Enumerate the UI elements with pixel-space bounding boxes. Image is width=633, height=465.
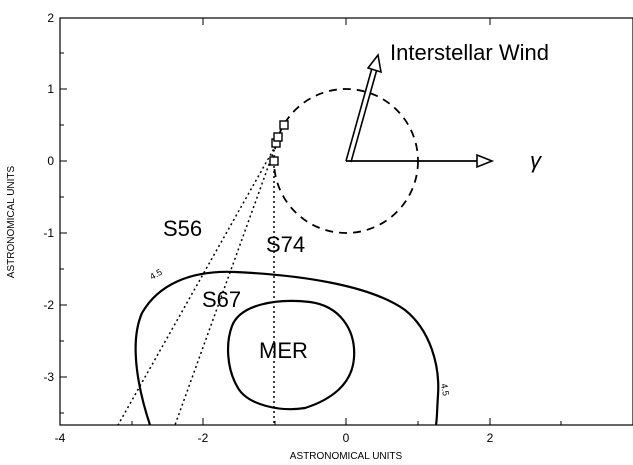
y-axis-ticks: [60, 17, 67, 414]
gamma-arrow: [346, 153, 495, 169]
mer-label: MER: [259, 338, 308, 363]
position-marker: [279, 120, 289, 130]
outer-contour-label-right: 4.5: [439, 383, 451, 397]
y-tick-label: 0: [47, 154, 54, 168]
s56-label: S56: [163, 216, 202, 241]
inner-contour: [226, 299, 356, 411]
s74-label: S74: [266, 232, 305, 257]
y-axis-title: ASTRONOMICAL UNITS: [6, 165, 17, 278]
interstellar-wind-arrow: [345, 53, 383, 163]
outer-contour: [134, 270, 440, 426]
line-of-sight-s67: [174, 144, 277, 426]
outer-contour-label-left: 4.5: [148, 267, 164, 282]
x-axis-title: ASTRONOMICAL UNITS: [290, 451, 403, 462]
x-tick-label: -4: [55, 431, 66, 445]
position-markers: [269, 120, 289, 166]
x-tick-label: 0: [343, 431, 350, 445]
y-tick-label: -3: [43, 370, 54, 384]
x-axis-ticks: [59, 18, 562, 425]
y-tick-label: -2: [43, 298, 54, 312]
y-tick-label: 2: [47, 11, 54, 25]
position-marker: [273, 132, 283, 142]
s67-label: S67: [202, 287, 241, 312]
x-tick-label: 2: [487, 431, 494, 445]
line-of-sight-s56: [117, 144, 277, 426]
y-tick-label: 1: [47, 82, 54, 96]
position-marker: [269, 156, 279, 166]
interstellar-wind-label: Interstellar Wind: [390, 40, 549, 65]
y-tick-label: -1: [43, 226, 54, 240]
x-tick-label: -2: [198, 431, 209, 445]
gamma-label: γ: [530, 148, 543, 173]
plot-frame: [59, 17, 633, 426]
